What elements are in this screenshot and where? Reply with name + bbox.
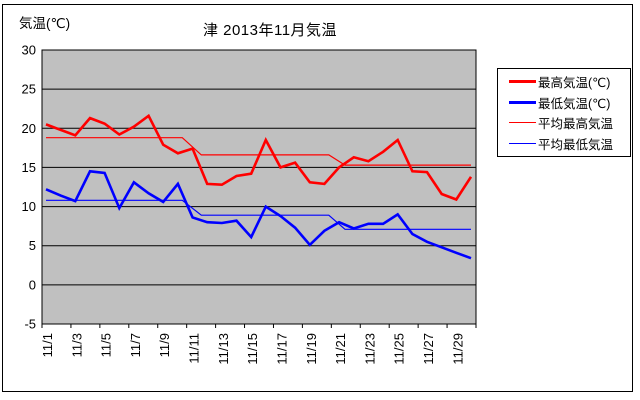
- min-temp-line-swatch: [509, 100, 536, 104]
- y-axis-title: 気温(℃): [19, 16, 71, 31]
- x-tick-label: 11/19: [304, 333, 319, 365]
- x-tick-label: 11/15: [245, 333, 260, 365]
- legend-label: 最高気温(℃): [538, 76, 611, 91]
- series-line-min: [45, 169, 472, 260]
- series-line-max: [45, 113, 473, 202]
- x-tick-label: 11/3: [69, 333, 84, 357]
- max-temp-line-swatch: [509, 80, 536, 84]
- y-tick-label: 0: [29, 277, 36, 292]
- x-tick-label: 11/21: [333, 333, 348, 365]
- legend-item-min-temp: 最低気温(℃): [498, 93, 630, 112]
- x-tick-label: 11/17: [274, 333, 289, 365]
- series-line-avg-min: [46, 199, 471, 230]
- x-tick-label: 11/27: [421, 333, 436, 365]
- x-tick-label: 11/29: [450, 333, 465, 365]
- y-tick-label: 20: [22, 121, 36, 136]
- series-line-avg-max: [46, 137, 471, 166]
- legend-label: 平均最高気温: [538, 117, 614, 132]
- y-tick-label: 10: [22, 199, 36, 214]
- chart-title: 津 2013年11月気温: [202, 22, 338, 39]
- y-tick-label: -5: [24, 317, 36, 332]
- legend-item-max-temp: 最高気温(℃): [498, 72, 630, 91]
- x-tick-label: 11/23: [362, 333, 377, 365]
- x-tick-label: 11/5: [99, 333, 114, 357]
- x-tick-label: 11/11: [187, 333, 202, 364]
- avg-max-temp-line-swatch: [509, 122, 536, 124]
- x-tick-label: 11/1: [40, 333, 55, 357]
- x-tick-label: 11/7: [128, 333, 143, 357]
- x-tick-label: 11/9: [157, 333, 172, 357]
- legend-item-avg-max-temp: 平均最高気温: [498, 113, 630, 132]
- x-tick-label: 11/13: [216, 333, 231, 365]
- legend-label: 平均最低気温: [538, 137, 614, 152]
- legend-label: 最低気温(℃): [538, 96, 611, 111]
- avg-min-temp-line-swatch: [509, 142, 536, 144]
- y-tick-label: 5: [29, 238, 36, 253]
- legend-item-avg-min-temp: 平均最低気温: [498, 134, 630, 153]
- y-tick-label: 25: [22, 82, 36, 97]
- x-tick-label: 11/25: [392, 333, 407, 365]
- y-tick-label: 30: [22, 43, 36, 58]
- y-tick-label: 15: [22, 160, 36, 175]
- legend: 最高気温(℃) 最低気温(℃) 平均最高気温 平均最低気温: [497, 68, 631, 157]
